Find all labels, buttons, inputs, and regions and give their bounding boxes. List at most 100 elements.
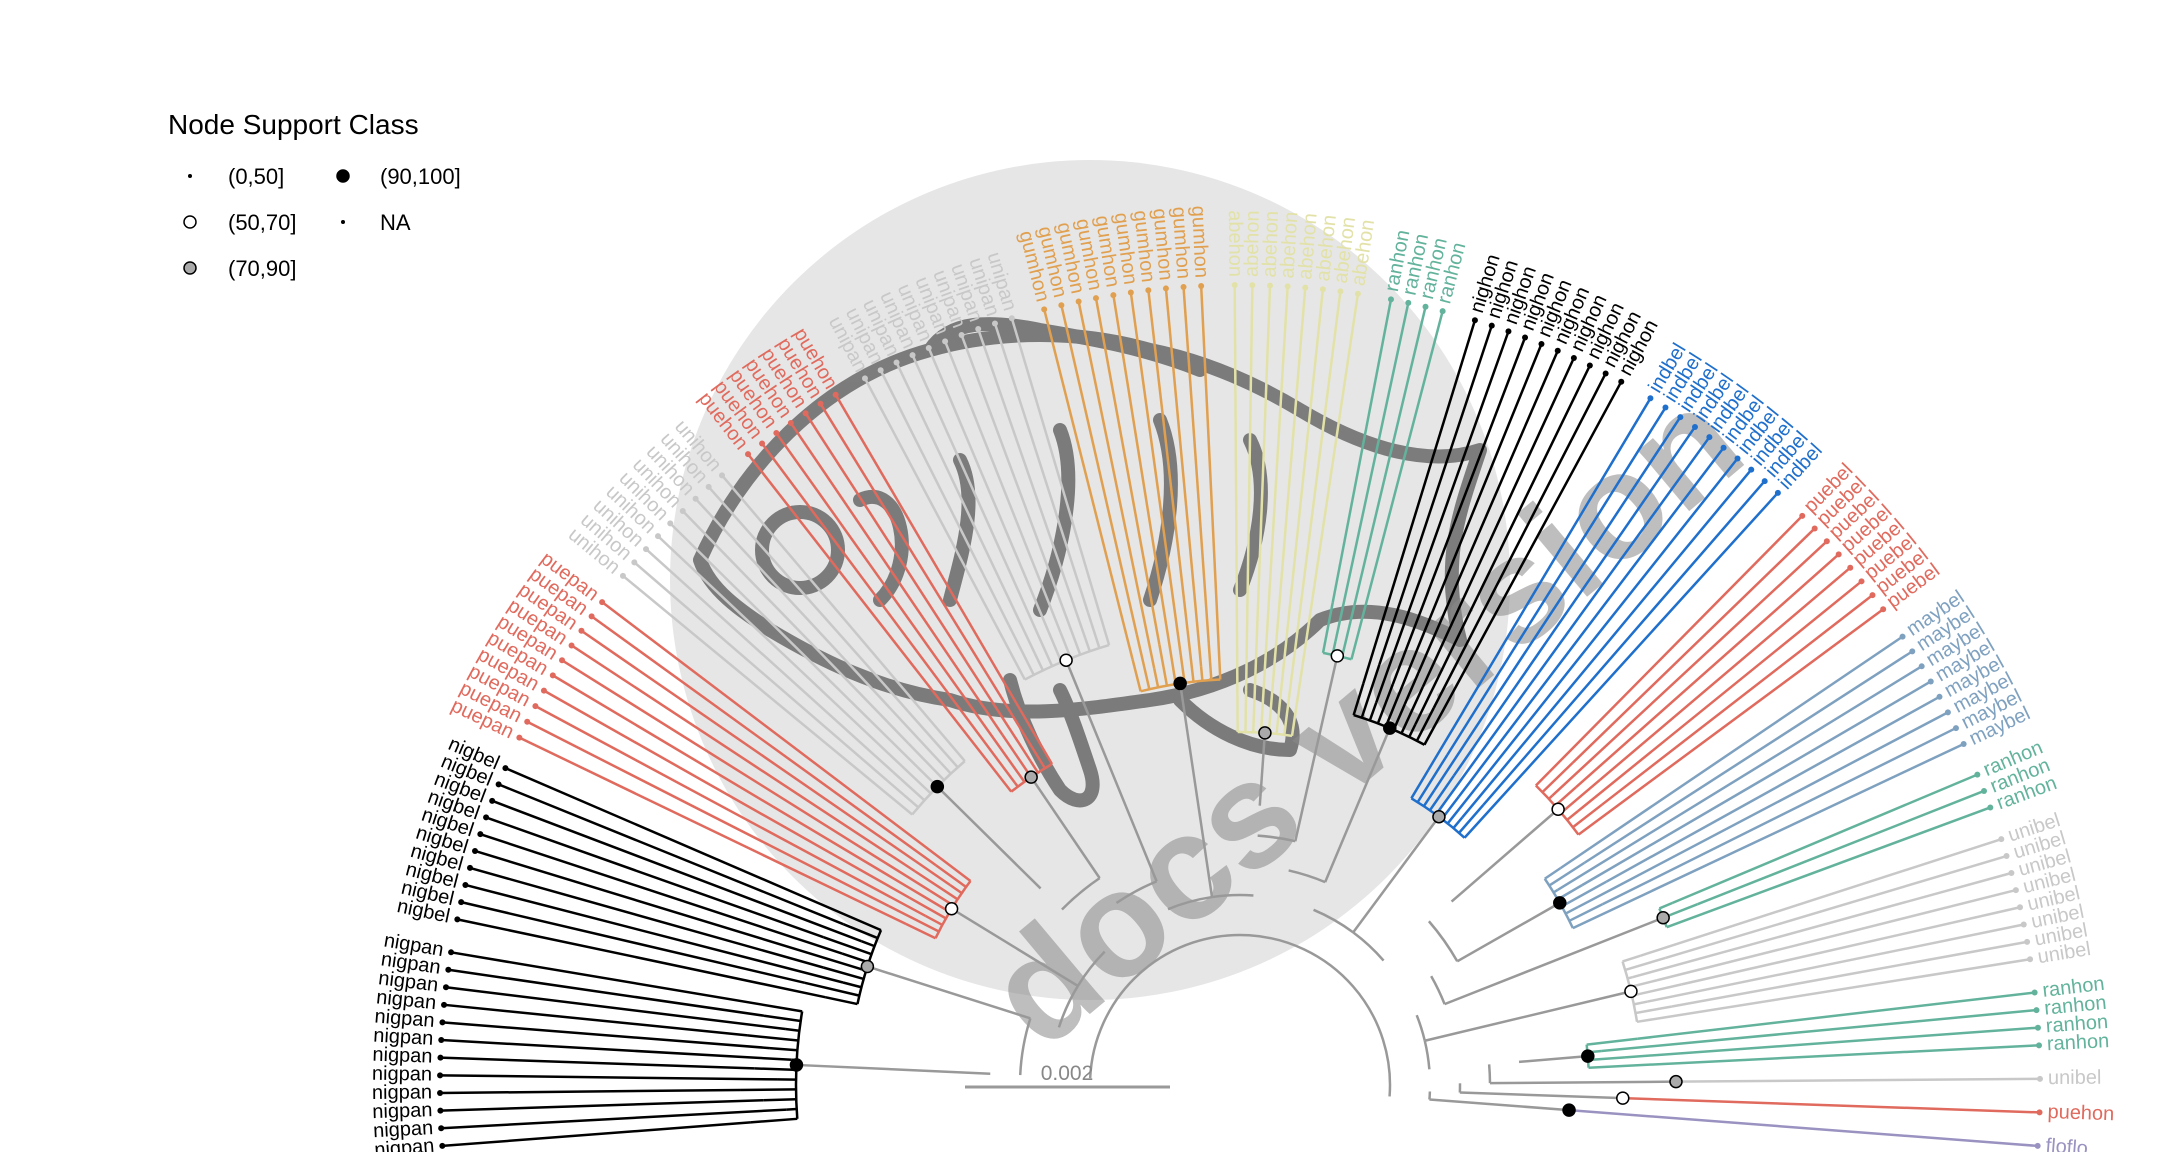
tip-branch — [534, 705, 927, 918]
tip-branch — [526, 720, 890, 908]
tip-branch-base — [1458, 804, 1485, 834]
tip-label: ranhon — [2046, 1030, 2109, 1055]
tip-branch — [1577, 580, 1863, 813]
tip-branch — [1568, 1108, 2038, 1148]
tree-branches — [440, 285, 2040, 1148]
tip-point — [1041, 306, 1048, 313]
tip-point — [489, 797, 496, 804]
tip-branch — [443, 1003, 748, 1037]
tip-point — [1249, 282, 1256, 289]
legend-item-na: NA — [341, 210, 411, 235]
legend-label: NA — [380, 210, 411, 235]
tip-branch-base — [1033, 627, 1054, 667]
backbone-arc — [1257, 834, 1296, 843]
tip-branch-base — [1368, 702, 1378, 721]
tip-point — [462, 881, 469, 888]
tip-point — [2027, 956, 2034, 963]
tip-point — [759, 440, 766, 447]
tip-label: abehon — [1241, 210, 1264, 277]
tip-branch — [1577, 711, 1949, 909]
backbone-branch — [1178, 683, 1214, 898]
backbone-arc — [1352, 931, 1385, 962]
tip-point — [1008, 315, 1015, 322]
tip-point — [1823, 538, 1830, 545]
tip-label: ranhon — [2045, 1011, 2109, 1037]
tip-branch-base — [932, 738, 959, 769]
tip-point — [1471, 317, 1478, 324]
tip-branch — [469, 866, 824, 969]
tip-branch — [479, 832, 843, 955]
tip-branch-base — [842, 923, 879, 940]
tip-point — [2034, 1024, 2041, 1031]
tip-branch — [911, 354, 1037, 629]
tip-branch — [491, 799, 862, 943]
tip-branch-base — [1158, 644, 1169, 686]
tip-point — [1869, 592, 1876, 599]
tip-branch — [1403, 350, 1559, 705]
tip-branch — [440, 1056, 755, 1070]
tip-branch — [1559, 635, 1904, 870]
scale-bar-label: 0.002 — [1041, 1062, 1094, 1085]
tip-point — [1981, 787, 1988, 794]
tip-branch-base — [1029, 760, 1040, 774]
tip-point — [1811, 525, 1818, 532]
tip-label: nigpan — [372, 1099, 433, 1123]
legend-item-0-50: (0,50] — [188, 164, 284, 189]
backbone-branch — [1352, 815, 1440, 934]
backbone-arc — [1423, 1040, 1431, 1070]
tip-point — [1422, 303, 1429, 310]
tip-label: nigpan — [372, 1044, 433, 1068]
tip-branch-base — [754, 1067, 797, 1072]
tip-branch-base — [1007, 624, 1035, 676]
backbone-arc — [1061, 877, 1101, 911]
tip-branch — [1605, 695, 1941, 883]
support-node — [860, 959, 875, 974]
tip-branch — [1350, 310, 1444, 660]
tip-point — [2031, 989, 2038, 996]
tip-branch — [1671, 773, 1978, 905]
tip-branch-base — [1131, 659, 1142, 692]
backbone-arc — [1076, 950, 1106, 987]
tip-branch — [1622, 1096, 2040, 1114]
support-node — [1551, 802, 1565, 816]
tip-branch — [707, 486, 935, 741]
tip-branch-base — [785, 1027, 800, 1032]
tip-point — [1319, 286, 1326, 293]
tip-point — [495, 781, 502, 788]
support-node — [1616, 1091, 1630, 1105]
tip-point — [802, 410, 809, 417]
tip-point — [1602, 370, 1609, 377]
tip-point — [1554, 347, 1561, 354]
backbone-branch — [1459, 1091, 1623, 1100]
tip-branch — [1572, 742, 1965, 930]
tip-point — [719, 472, 726, 479]
tip-branch — [721, 474, 966, 762]
legend-label: (0,50] — [228, 164, 284, 189]
tip-branch — [1575, 553, 1840, 789]
tip-branch — [879, 369, 1010, 626]
tip-branch — [927, 347, 1061, 659]
tip-point — [1998, 836, 2005, 843]
tip-branch — [1599, 566, 1852, 781]
tip-branch-base — [888, 904, 940, 933]
backbone-arc — [1487, 1064, 1492, 1084]
tip-branch-base — [763, 1097, 797, 1102]
tip-point — [619, 572, 626, 579]
backbone-branch — [1444, 916, 1664, 1006]
tip-point — [532, 703, 539, 710]
tip-point — [2017, 904, 2024, 911]
tip-branch-base — [940, 762, 952, 775]
tip-branch-base — [1199, 666, 1204, 681]
support-circle-icon — [183, 261, 197, 275]
tip-branch-base — [1534, 771, 1551, 787]
tip-branch-base — [1033, 652, 1045, 671]
tip-branch-base — [1084, 637, 1091, 652]
tip-branch — [1671, 940, 2028, 1008]
tip-branch-base — [1566, 810, 1579, 821]
tip-branch-base — [1186, 630, 1195, 682]
tip-branch-base — [868, 777, 913, 816]
tip-point — [437, 1072, 444, 1079]
backbone-branch — [1030, 776, 1101, 879]
tip-point — [1618, 378, 1625, 385]
tip-branch — [1681, 906, 2021, 986]
